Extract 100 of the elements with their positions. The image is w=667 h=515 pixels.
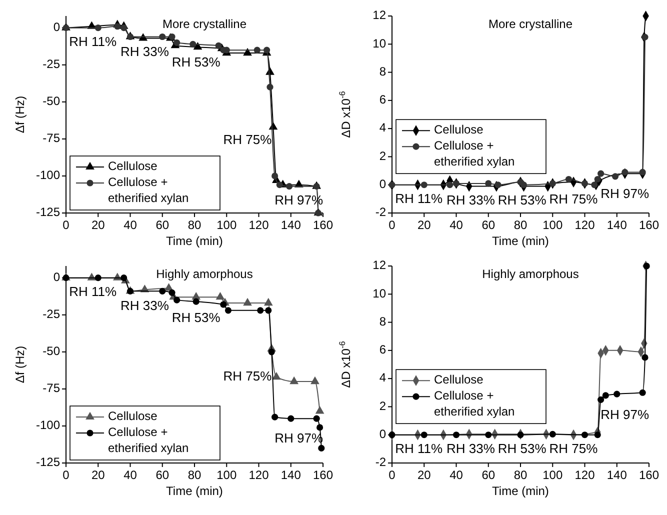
y-tick-label: -25 (42, 57, 60, 72)
point (243, 48, 252, 56)
x-tick-label: 60 (482, 218, 496, 232)
point (94, 274, 102, 282)
x-tick-label: 100 (216, 218, 237, 232)
point (220, 301, 227, 308)
point (494, 182, 502, 188)
point (190, 40, 196, 48)
point (420, 182, 428, 188)
y-tick-label: 2 (379, 148, 386, 163)
x-tick-label: 160 (638, 468, 660, 482)
point (290, 376, 299, 384)
annotation: RH 33% (446, 440, 496, 456)
x-tick-label: 20 (417, 468, 432, 482)
point (168, 289, 176, 296)
legend-label: Cellulose (108, 409, 158, 424)
y-tick-label: -100 (36, 168, 60, 182)
point (159, 33, 166, 40)
legend-label: Cellulose + etherified xylan (434, 138, 515, 169)
x-tick-label: 40 (450, 218, 464, 232)
point (120, 24, 128, 32)
point (272, 372, 281, 380)
y-axis-title: Δf (Hz) (13, 346, 27, 384)
point (243, 298, 252, 306)
x-tick-label: 160 (312, 468, 334, 482)
annotation: RH 53% (498, 440, 547, 456)
point (192, 298, 200, 305)
x-tick-label: 20 (91, 468, 106, 482)
point (168, 33, 176, 40)
point (313, 415, 320, 422)
y-tick-label: 0 (53, 20, 60, 34)
chart-title: More crystalline (162, 17, 247, 31)
point (315, 406, 324, 414)
point (254, 46, 260, 54)
point (310, 376, 320, 384)
x-tick-label: 120 (574, 468, 596, 482)
annotation: RH 33% (120, 44, 170, 60)
point (639, 168, 646, 176)
point (565, 176, 572, 183)
point (266, 84, 274, 90)
x-tick-label: 0 (388, 468, 396, 482)
y-tick-label: -75 (42, 131, 60, 146)
x-tick-label: 60 (156, 468, 170, 482)
point (452, 432, 460, 438)
chart-title: Highly amorphous (482, 267, 579, 281)
point (216, 292, 225, 300)
y-tick-label: 8 (379, 314, 386, 328)
y-tick-label: 2 (379, 398, 386, 413)
point (602, 392, 609, 399)
annotation: RH 75% (223, 132, 272, 148)
x-tick-label: 100 (216, 468, 237, 482)
x-tick-label: 80 (514, 468, 528, 482)
point (642, 354, 648, 361)
point (446, 182, 454, 188)
point (94, 24, 102, 32)
x-tick-label: 20 (91, 218, 106, 232)
legend-label: Cellulose + etherified xylan (108, 425, 189, 456)
annotation: RH 11% (69, 34, 117, 49)
x-axis-title: Time (min) (166, 484, 223, 498)
y-tick-label: 12 (372, 258, 386, 272)
y-tick-label: 12 (372, 8, 386, 22)
annotation: RH 11% (395, 440, 443, 456)
y-tick-label: 6 (379, 92, 386, 107)
x-tick-label: 0 (62, 218, 70, 232)
point (120, 274, 128, 282)
x-tick-label: 120 (248, 218, 270, 232)
x-tick-label: 160 (312, 218, 334, 232)
y-tick-label: -50 (42, 94, 60, 108)
y-tick-label: -125 (36, 205, 60, 220)
x-axis-title: Time (min) (492, 484, 549, 498)
point (581, 432, 588, 438)
point (268, 348, 275, 356)
point (594, 176, 601, 183)
x-tick-label: 20 (417, 218, 432, 232)
y-tick-label: 10 (372, 36, 386, 50)
point (642, 34, 648, 40)
y-tick-label: -100 (36, 418, 60, 432)
point (224, 307, 232, 314)
y-tick-label: -2 (375, 455, 386, 470)
x-tick-label: 120 (574, 218, 596, 232)
point (265, 307, 272, 314)
point (257, 307, 264, 314)
point (485, 180, 492, 187)
point (598, 396, 604, 403)
x-tick-label: 100 (542, 468, 563, 482)
y-tick-label: -25 (42, 307, 60, 322)
point (286, 183, 293, 190)
point (272, 414, 278, 420)
legend-label: Cellulose (434, 122, 484, 137)
point (318, 444, 325, 452)
point (316, 424, 324, 431)
y-tick-label: 0 (379, 427, 386, 442)
x-tick-label: 40 (450, 468, 464, 482)
x-tick-label: 140 (606, 468, 628, 482)
point (520, 182, 527, 188)
annotation: RH 33% (446, 192, 496, 208)
annotation: RH 75% (549, 191, 598, 206)
annotation: RH 75% (223, 368, 272, 384)
x-tick-label: 140 (280, 468, 302, 482)
annotation: RH 97% (600, 186, 650, 202)
